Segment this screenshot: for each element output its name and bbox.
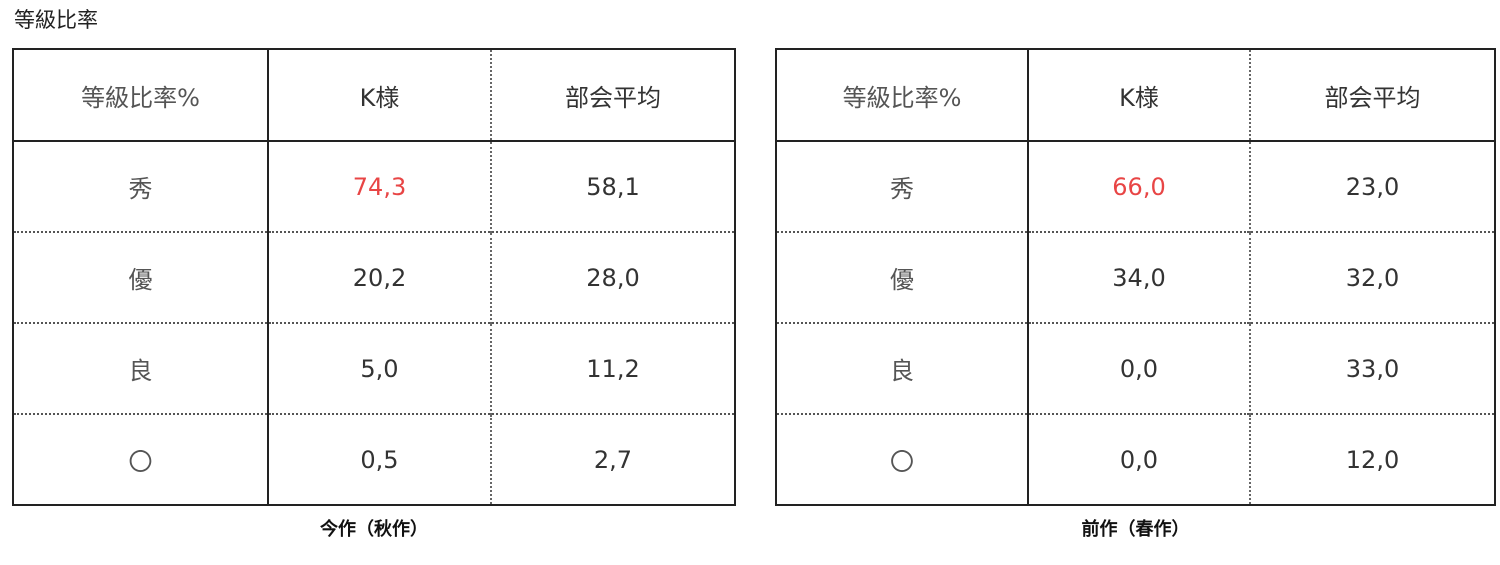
previous-season-table: 等級比率% K様 部会平均 秀 66,0 23,0 優 34,0 32,0 良 … xyxy=(775,48,1496,506)
grade-cell: 良 xyxy=(13,322,269,414)
current-season-caption: 今作（秋作） xyxy=(320,519,428,540)
avg-value-cell: 11,2 xyxy=(491,322,735,414)
avg-value-cell: 12,0 xyxy=(1250,413,1495,505)
table-row: 秀 74,3 58,1 xyxy=(13,140,735,232)
avg-value-cell: 58,1 xyxy=(491,140,735,232)
table-row: 優 20,2 28,0 xyxy=(13,231,735,323)
header-k: K様 xyxy=(268,49,492,142)
header-grade: 等級比率% xyxy=(776,49,1029,142)
header-grade: 等級比率% xyxy=(13,49,269,142)
header-k: K様 xyxy=(1028,49,1251,142)
table-row: 秀 66,0 23,0 xyxy=(776,140,1495,232)
k-value-cell: 5,0 xyxy=(268,322,492,414)
header-avg: 部会平均 xyxy=(1250,49,1495,142)
avg-value-cell: 23,0 xyxy=(1250,140,1495,232)
header-avg: 部会平均 xyxy=(491,49,735,142)
grade-cell: 〇 xyxy=(13,413,269,505)
grade-cell: 秀 xyxy=(776,140,1029,232)
k-value-cell: 66,0 xyxy=(1028,140,1251,232)
k-value-cell: 74,3 xyxy=(268,140,492,232)
current-season-table: 等級比率% K様 部会平均 秀 74,3 58,1 優 20,2 28,0 良 … xyxy=(12,48,736,506)
k-value-cell: 34,0 xyxy=(1028,231,1251,323)
grade-cell: 優 xyxy=(776,231,1029,323)
page-title: 等級比率 xyxy=(14,8,98,32)
k-value-cell: 0,0 xyxy=(1028,413,1251,505)
avg-value-cell: 33,0 xyxy=(1250,322,1495,414)
table-header-row: 等級比率% K様 部会平均 xyxy=(776,49,1495,142)
grade-cell: 〇 xyxy=(776,413,1029,505)
k-value-cell: 20,2 xyxy=(268,231,492,323)
grade-cell: 良 xyxy=(776,322,1029,414)
table-row: 〇 0,5 2,7 xyxy=(13,413,735,505)
avg-value-cell: 32,0 xyxy=(1250,231,1495,323)
grade-cell: 優 xyxy=(13,231,269,323)
grade-cell: 秀 xyxy=(13,140,269,232)
k-value-cell: 0,5 xyxy=(268,413,492,505)
avg-value-cell: 28,0 xyxy=(491,231,735,323)
table-row: 優 34,0 32,0 xyxy=(776,231,1495,323)
table-row: 〇 0,0 12,0 xyxy=(776,413,1495,505)
table-header-row: 等級比率% K様 部会平均 xyxy=(13,49,735,142)
previous-season-caption: 前作（春作） xyxy=(1081,519,1190,540)
k-value-cell: 0,0 xyxy=(1028,322,1251,414)
table-row: 良 5,0 11,2 xyxy=(13,322,735,414)
avg-value-cell: 2,7 xyxy=(491,413,735,505)
table-row: 良 0,0 33,0 xyxy=(776,322,1495,414)
